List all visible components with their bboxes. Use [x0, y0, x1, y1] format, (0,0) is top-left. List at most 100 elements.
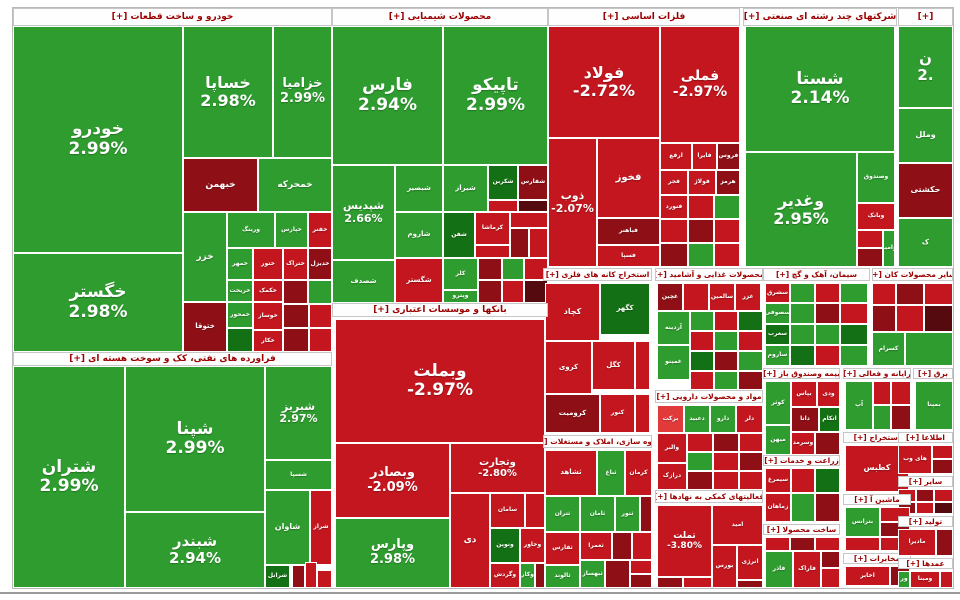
tile[interactable]	[605, 560, 630, 588]
tile-ونوین[interactable]: ونوین	[490, 528, 520, 563]
tile-تاپیکو[interactable]: تاپیکو 2.99%	[443, 26, 548, 165]
tile-فروس[interactable]: فروس	[717, 143, 740, 170]
tile[interactable]	[612, 532, 632, 560]
tile[interactable]	[635, 341, 650, 390]
sector-header-machinery[interactable]: ماشین آ [+]	[843, 494, 911, 505]
tile-کلر[interactable]: کلر	[443, 258, 478, 290]
tile-شبندر[interactable]: شبندر 2.94%	[125, 512, 265, 588]
tile-وبملت[interactable]: وبملت -2.97%	[335, 319, 545, 443]
tile-فایرا[interactable]: فایرا	[692, 143, 717, 170]
tile-فملی[interactable]: فملی -2.97%	[660, 26, 740, 143]
tile[interactable]	[905, 332, 953, 366]
tile[interactable]	[635, 394, 650, 433]
tile[interactable]	[739, 452, 763, 471]
sector-header-cement[interactable]: سیمان، آهک و گچ [+]	[763, 268, 870, 281]
tile-ور[interactable]: ور	[898, 571, 910, 588]
tile-سغرب[interactable]: سغرب	[765, 324, 790, 345]
tile-شبریز[interactable]: شبریز 2.97%	[265, 366, 332, 460]
tile[interactable]	[916, 489, 934, 502]
tile[interactable]	[713, 433, 739, 452]
tile-ثبهساز[interactable]: ثبهساز	[580, 560, 605, 588]
tile-خمحرکه[interactable]: خمحرکه	[258, 158, 332, 212]
tile-خبهمن[interactable]: خبهمن	[183, 158, 258, 212]
tile-ومبنا[interactable]: ومبنا	[910, 571, 940, 588]
tile[interactable]	[857, 230, 883, 248]
tile[interactable]	[502, 280, 524, 303]
tile[interactable]	[821, 551, 840, 568]
sector-header-power[interactable]: برق [+]	[913, 368, 953, 379]
tile[interactable]	[690, 351, 714, 371]
tile[interactable]	[227, 328, 253, 352]
sector-header-banks[interactable]: بانکها و موسسات اعتباری [+]	[332, 303, 548, 317]
sector-header-right_top[interactable]: [+]	[898, 8, 953, 26]
tile-فارس[interactable]: فارس 2.94%	[332, 26, 443, 165]
tile[interactable]	[815, 303, 840, 324]
tile-بترانس[interactable]: بترانس	[845, 507, 880, 537]
sector-header-financial_aux[interactable]: فعالیتهای کمکی به نهادها [+]	[655, 490, 763, 503]
tile-برکت[interactable]: برکت	[657, 405, 684, 433]
tile[interactable]	[683, 283, 709, 311]
tile-کسرام[interactable]: کسرام	[872, 332, 905, 366]
sector-header-insurance[interactable]: بیمه وصندوق باز [+]	[763, 368, 840, 379]
tile-ثنور[interactable]: ثنور	[615, 496, 640, 532]
tile-فباهنر[interactable]: فباهنر	[597, 218, 660, 245]
tile[interactable]	[840, 283, 868, 303]
tile[interactable]	[529, 228, 548, 258]
tile-کرومیت[interactable]: کرومیت	[545, 394, 600, 433]
tile[interactable]	[714, 311, 738, 331]
tile-شگستر[interactable]: شگستر	[395, 258, 443, 303]
tile-شپدیس[interactable]: شپدیس 2.66%	[332, 165, 395, 260]
tile[interactable]	[475, 245, 510, 258]
tile[interactable]	[737, 580, 763, 588]
tile-وپترو[interactable]: وپترو	[443, 290, 478, 303]
tile-بپاس[interactable]: بپاس	[791, 381, 817, 407]
tile-خکمک[interactable]: خکمک	[253, 280, 283, 302]
tile[interactable]	[713, 452, 739, 471]
tile-خودرو[interactable]: خودرو 2.99%	[13, 26, 183, 253]
tile[interactable]	[283, 280, 308, 304]
tile[interactable]	[738, 351, 763, 371]
tile[interactable]	[688, 243, 714, 267]
tile[interactable]	[936, 529, 953, 556]
tile-ختراک[interactable]: ختراک	[283, 248, 308, 280]
tile-دارو[interactable]: دارو	[710, 405, 736, 433]
tile-ثشاهد[interactable]: ثشاهد	[545, 450, 597, 496]
tile-مادیرا[interactable]: مادیرا	[898, 529, 936, 556]
tile[interactable]	[940, 571, 953, 588]
tile-فنورد[interactable]: فنورد	[660, 195, 688, 219]
sector-header-other_minerals[interactable]: سایر محصولات کان [+]	[872, 268, 953, 281]
tile[interactable]	[815, 324, 840, 345]
tile-کگهر[interactable]: کگهر	[600, 283, 650, 335]
tile[interactable]	[815, 432, 840, 455]
tile[interactable]	[840, 324, 868, 345]
tile-کنور[interactable]: کنور	[600, 394, 635, 433]
tile[interactable]	[690, 331, 714, 351]
tile-میهن[interactable]: میهن	[765, 425, 791, 455]
tile-ساروم[interactable]: ساروم	[765, 345, 790, 366]
tile-زماهان[interactable]: زماهان	[765, 493, 791, 522]
tile-اتکام[interactable]: اتکام	[819, 407, 840, 432]
tile[interactable]	[309, 328, 332, 352]
tile-خزامیا[interactable]: خزامیا 2.99%	[273, 26, 332, 158]
tile[interactable]	[292, 565, 305, 588]
tile-غچین[interactable]: غچین	[657, 283, 683, 311]
tile[interactable]	[660, 219, 688, 243]
tile-ثفارس[interactable]: ثفارس	[545, 532, 580, 565]
tile-وتجارت[interactable]: وتجارت -2.80%	[450, 443, 545, 493]
tile-سالمین[interactable]: سالمین	[709, 283, 735, 311]
tile-ورینگ[interactable]: ورینگ	[227, 212, 275, 248]
tile-ک[interactable]: ک	[898, 218, 953, 267]
sector-header-metal_mining[interactable]: استخراج کانه های فلزی [+]	[543, 268, 652, 281]
tile[interactable]	[790, 303, 815, 324]
tile[interactable]	[660, 243, 688, 267]
tile[interactable]	[873, 405, 891, 430]
tile[interactable]	[896, 283, 924, 305]
tile[interactable]	[525, 493, 545, 528]
tile-اخابر[interactable]: اخابر	[845, 566, 890, 586]
tile[interactable]	[739, 433, 763, 452]
tile[interactable]	[510, 212, 548, 228]
tile[interactable]	[714, 195, 740, 219]
tile-بورس[interactable]: بورس	[712, 545, 737, 588]
tile-آردینه[interactable]: آردینه	[657, 311, 690, 345]
tile-غزر[interactable]: غزر	[735, 283, 761, 311]
